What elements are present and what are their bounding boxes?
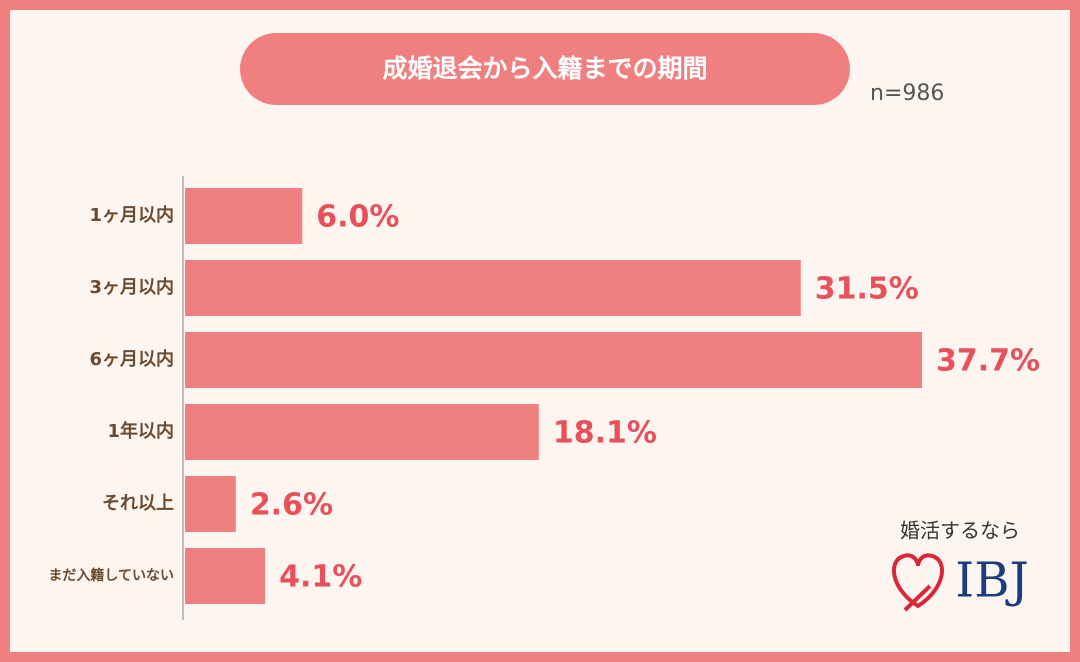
subtitle: n=986	[870, 81, 944, 106]
y-tick-label: それ以上	[102, 493, 174, 514]
y-tick-label: 1年以内	[107, 420, 174, 442]
value-label: 37.7%	[936, 344, 1040, 379]
bar	[185, 188, 303, 244]
bar	[185, 404, 539, 460]
value-label: 18.1%	[553, 416, 657, 451]
y-tick-label: まだ入籍していない	[48, 567, 174, 584]
value-label: 4.1%	[279, 560, 362, 595]
bar	[185, 548, 266, 604]
value-label: 2.6%	[250, 488, 333, 523]
bar	[185, 476, 236, 532]
logo-heart	[892, 553, 944, 612]
bar	[185, 260, 801, 316]
chart-title: 成婚退会から入籍までの期間	[382, 54, 707, 83]
bar	[185, 332, 922, 388]
title-pill	[240, 33, 850, 105]
y-tick-label: 6ヶ月以内	[89, 348, 174, 370]
logo-tagline: 婚活するなら	[900, 519, 1020, 543]
y-tick-label: 1ヶ月以内	[89, 204, 174, 226]
value-label: 31.5%	[815, 272, 919, 307]
y-tick-label: 3ヶ月以内	[89, 276, 174, 298]
logo-name: IBJ	[955, 553, 1028, 609]
value-label: 6.0%	[316, 200, 399, 235]
